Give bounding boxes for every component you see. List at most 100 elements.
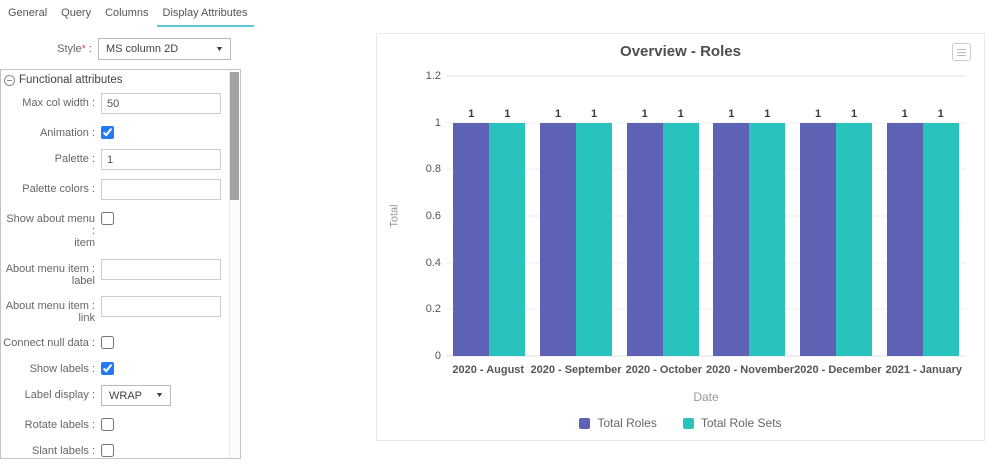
show-labels-checkbox[interactable] — [101, 362, 114, 375]
bar-total-role-sets[interactable] — [662, 122, 699, 356]
bar-wrap: 1 — [749, 76, 786, 356]
slant-labels-checkbox[interactable] — [101, 444, 114, 457]
max-col-width-input[interactable] — [101, 93, 221, 114]
form-row-rotate-labels: Rotate labels : — [3, 415, 226, 431]
label-about-menu-item-link: About menu item : link — [5, 300, 95, 324]
tab-bar: General Query Columns Display Attributes — [0, 0, 254, 27]
palette-input[interactable] — [101, 149, 221, 170]
form-row-palette-colors: Palette colors : — [3, 179, 226, 200]
bar-wrap: 1 — [662, 76, 699, 356]
bar-total-roles[interactable] — [540, 122, 576, 356]
bar-wrap: 1 — [922, 76, 959, 356]
bar-value-label: 1 — [504, 107, 511, 120]
bar-total-roles[interactable] — [453, 122, 490, 356]
y-axis-tick: 1.2 — [425, 70, 441, 82]
bar-wrap: 1 — [886, 76, 923, 356]
bar-wrap: 1 — [540, 76, 576, 356]
bar-value-label: 1 — [677, 107, 684, 120]
form-row-max-col-width: Max col width : — [3, 93, 226, 114]
label-show-about-menu-item: Show about menu : item — [6, 213, 95, 249]
label-palette: Palette : — [54, 153, 95, 165]
gridline — [446, 75, 966, 77]
bar-total-role-sets[interactable] — [836, 122, 873, 356]
x-axis-category: 2020 - September — [530, 364, 622, 376]
bar-total-role-sets[interactable] — [489, 122, 526, 356]
bar-total-roles[interactable] — [713, 122, 750, 356]
bar-value-label: 1 — [468, 107, 475, 120]
bar-value-label: 1 — [764, 107, 771, 120]
gridline — [446, 355, 966, 357]
legend-label: Total Roles — [597, 416, 657, 430]
form-row-about-menu-item-label: About menu item : label — [3, 259, 226, 287]
bar-wrap: 1 — [576, 76, 612, 356]
scrollbar-thumb[interactable] — [230, 72, 239, 200]
bar-value-label: 1 — [554, 107, 562, 120]
label-about-menu-item-label: About menu item : label — [5, 263, 95, 287]
bar-value-label: 1 — [728, 107, 735, 120]
y-axis-tick: 0.6 — [425, 210, 441, 222]
y-axis-ticks: 0 0.2 0.4 0.6 0.8 1 1.2 — [405, 70, 441, 362]
animation-checkbox[interactable] — [101, 126, 114, 139]
legend-item-total-role-sets[interactable]: Total Role Sets — [682, 416, 782, 430]
gridline — [446, 308, 966, 310]
legend-label: Total Role Sets — [700, 416, 782, 430]
form-row-animation: Animation : — [3, 123, 226, 139]
bar-wrap: 1 — [713, 76, 750, 356]
about-menu-item-link-input[interactable] — [101, 296, 221, 317]
bar-value-label: 1 — [814, 107, 822, 120]
chart-card: Overview - Roles Total 0 0.2 0.4 0.6 0.8 1 1.2… — [376, 33, 985, 441]
tab-display-attributes[interactable]: Display Attributes — [156, 5, 254, 27]
caret-down-icon: ▼ — [215, 45, 225, 53]
bar-value-label: 1 — [850, 107, 858, 120]
bar-value-label: 1 — [590, 107, 598, 120]
legend-item-total-roles[interactable]: Total Roles — [579, 416, 657, 430]
bar-total-role-sets[interactable] — [576, 122, 612, 356]
bar-total-roles[interactable] — [886, 122, 923, 356]
bar-value-label: 1 — [937, 107, 944, 120]
bar-total-roles[interactable] — [626, 122, 663, 356]
tab-query[interactable]: Query — [61, 7, 92, 19]
gridline — [446, 262, 966, 264]
about-menu-item-label-input[interactable] — [101, 259, 221, 280]
bar-total-role-sets[interactable] — [922, 122, 959, 356]
bar-wrap: 1 — [489, 76, 526, 356]
label-rotate-labels: Rotate labels : — [24, 419, 95, 431]
label-label-display: Label display : — [24, 389, 95, 401]
bar-wrap: 1 — [626, 76, 663, 356]
y-axis-tick: 0.4 — [425, 256, 441, 269]
bar-total-roles[interactable] — [800, 122, 837, 356]
legend-swatch — [579, 417, 591, 429]
chart-legend: Total Roles Total Role Sets — [377, 416, 984, 430]
x-axis-title: Date — [693, 390, 719, 404]
config-panel: General Query Columns Display Attributes St… — [0, 0, 254, 459]
gridline — [446, 215, 966, 217]
tab-general[interactable]: General — [8, 7, 48, 19]
legend-swatch — [682, 417, 694, 429]
label-connect-null-data: Connect null data : — [3, 337, 95, 349]
form-row-show-about-menu-item: Show about menu : item — [3, 209, 226, 249]
y-axis-tick: 0.2 — [425, 303, 441, 316]
label-display-select[interactable]: WRAP ▼ — [101, 385, 171, 406]
tab-columns[interactable]: Columns — [105, 7, 149, 19]
label-slant-labels: Slant labels : — [32, 445, 95, 457]
connect-null-data-checkbox[interactable] — [101, 336, 114, 349]
style-select[interactable]: MS column 2D ▼ — [98, 38, 231, 60]
bar-total-role-sets[interactable] — [749, 122, 786, 356]
functional-attributes-header[interactable]: Functional attributes — [4, 74, 226, 86]
palette-colors-input[interactable] — [101, 179, 221, 200]
chart-menu-icon[interactable] — [952, 43, 971, 61]
collapse-icon[interactable] — [4, 74, 15, 86]
scrollbar-track[interactable] — [229, 70, 240, 458]
x-axis-category: 2021 - January — [885, 364, 962, 376]
show-about-menu-item-checkbox[interactable] — [101, 212, 114, 225]
x-axis-category: 2020 - October — [625, 364, 703, 376]
label-show-labels: Show labels : — [29, 363, 95, 375]
bar-wrap: 1 — [453, 76, 490, 356]
rotate-labels-checkbox[interactable] — [101, 418, 114, 431]
required-mark: * — [81, 43, 86, 55]
